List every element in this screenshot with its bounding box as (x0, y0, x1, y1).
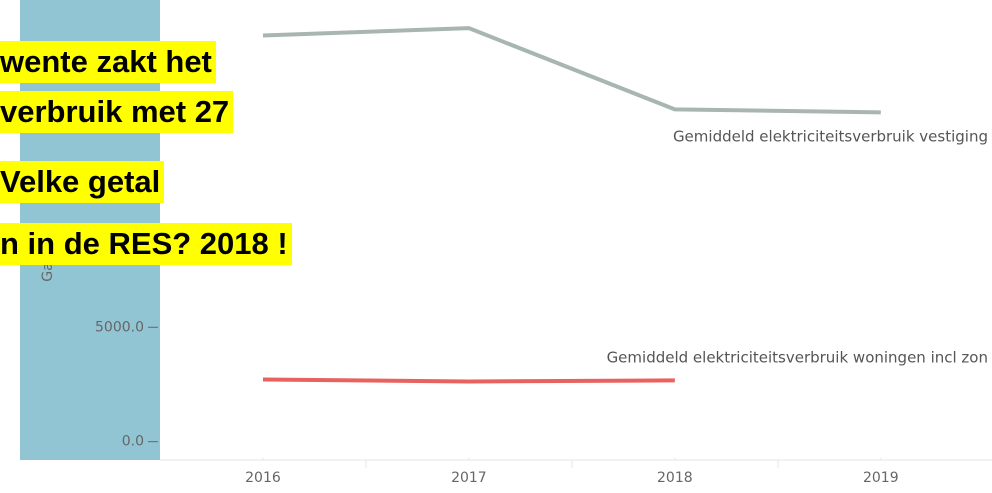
series-line (262, 377, 675, 384)
y-axis-label: Ga (40, 262, 56, 281)
series-label: Gemiddeld elektriciteitsverbruik woninge… (607, 349, 988, 367)
y-tick-label: 0.0 (122, 434, 144, 450)
series-label: Gemiddeld elektriciteitsverbruik vestigi… (673, 128, 988, 146)
x-tick-label: 2017 (451, 470, 487, 486)
x-tick-label: 2016 (245, 470, 281, 486)
x-tick-label: 2019 (863, 470, 899, 486)
annotation-line: n in de RES? 2018 ! (0, 223, 292, 265)
x-tick-label: 2018 (657, 470, 693, 486)
annotation-line: verbruik met 27 (0, 91, 234, 133)
annotation-line: Velke getal (0, 161, 165, 203)
series-line (262, 26, 881, 115)
annotation-line: wente zakt het (0, 41, 216, 83)
y-tick-label: 5000.0 (95, 319, 144, 335)
